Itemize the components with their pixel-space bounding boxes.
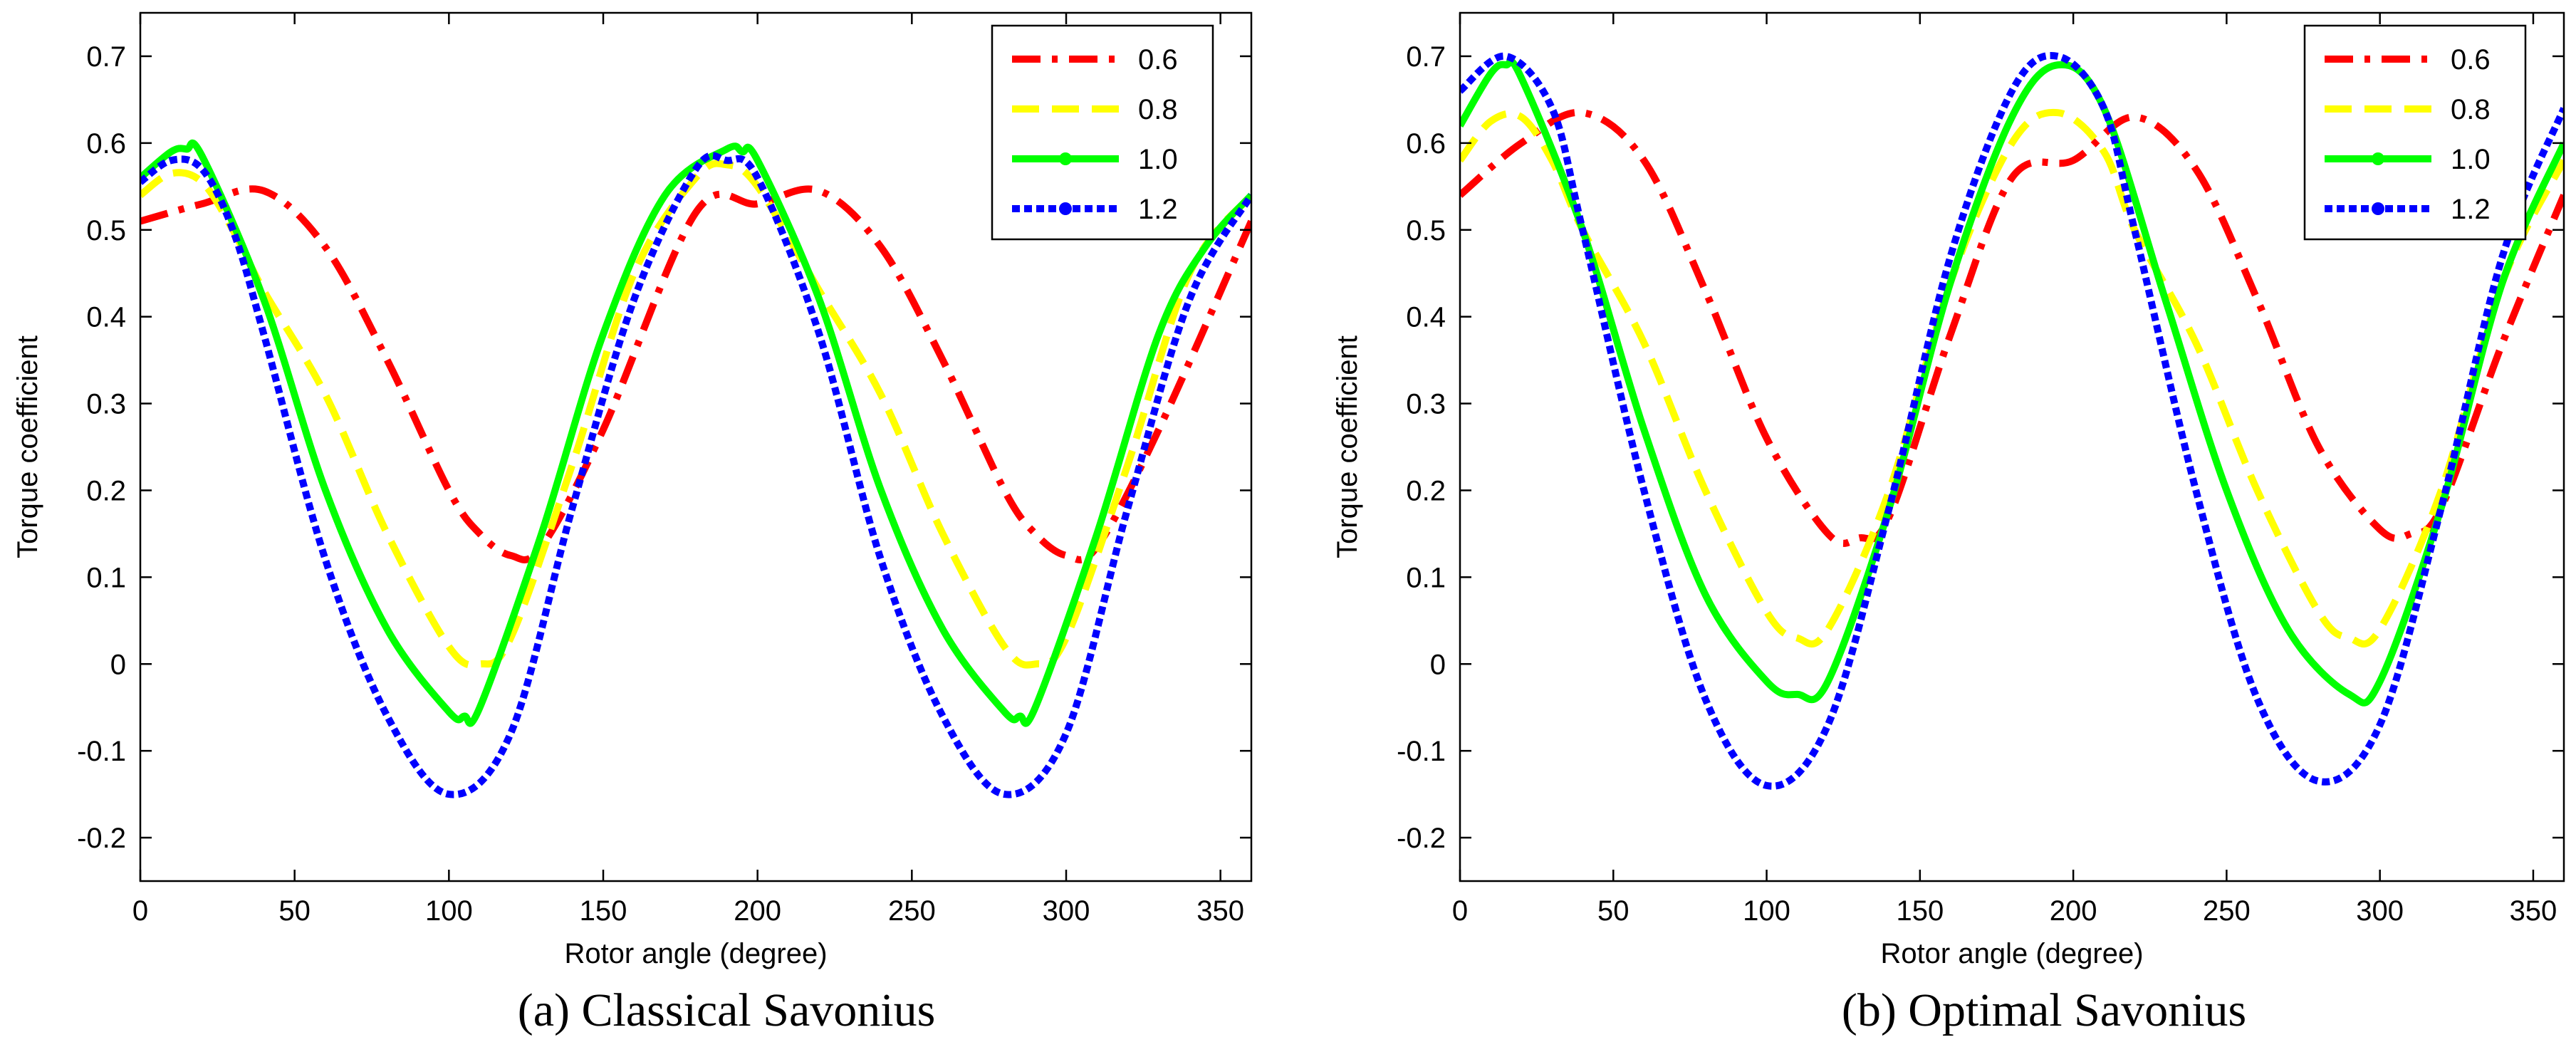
y-axis-label: Torque coefficient — [1332, 335, 1363, 558]
x-tick-label: 250 — [2203, 895, 2251, 927]
x-tick-label: 100 — [425, 895, 473, 927]
legend-label-1-0: 1.0 — [1138, 144, 1178, 175]
y-tick-label: 0.2 — [86, 475, 126, 506]
axes-frame — [1459, 11, 2565, 882]
x-tick-label: 350 — [2510, 895, 2557, 927]
legend-label-1-0: 1.0 — [2451, 144, 2491, 175]
axes-frame — [139, 11, 1253, 882]
x-tick-label: 350 — [1196, 895, 1244, 927]
y-tick-label: 0.6 — [86, 128, 126, 160]
y-tick-label: 0 — [110, 649, 126, 680]
legend-marker-1-0 — [1059, 152, 1072, 165]
x-tick-label: 300 — [2356, 895, 2404, 927]
series-line-1-0 — [1460, 58, 2564, 707]
plot-area — [1460, 52, 2564, 790]
legend-label-1-2: 1.2 — [1138, 194, 1178, 225]
x-tick-label: 0 — [132, 895, 148, 927]
x-tick-label: 250 — [888, 895, 936, 927]
series-line-0-6 — [1460, 108, 2564, 547]
y-tick-label: -0.2 — [1397, 823, 1446, 854]
y-tick-label: 0.4 — [86, 302, 126, 333]
y-tick-label: 0.3 — [1406, 389, 1446, 420]
plot-area — [140, 139, 1251, 798]
x-tick-label: 300 — [1043, 895, 1090, 927]
y-tick-label: 0.7 — [1406, 41, 1446, 73]
y-tick-label: 0.1 — [1406, 562, 1446, 593]
y-tick-label: 0.1 — [86, 562, 126, 593]
legend-label-0-6: 0.6 — [2451, 44, 2491, 76]
legend-marker-1-0 — [2372, 152, 2384, 165]
series-line-0-8 — [1460, 108, 2564, 648]
panel-caption: (b) Optimal Savonius — [1842, 984, 2246, 1036]
y-tick-label: -0.1 — [1397, 736, 1446, 767]
series-line-1-2 — [140, 152, 1251, 798]
legend-marker-1-2 — [1059, 202, 1072, 215]
x-axis-label: Rotor angle (degree) — [1880, 938, 2143, 969]
y-tick-label: 0.2 — [1406, 475, 1446, 506]
x-tick-label: 200 — [734, 895, 781, 927]
x-tick-label: 100 — [1743, 895, 1790, 927]
x-tick-label: 150 — [580, 895, 627, 927]
x-axis-label: Rotor angle (degree) — [564, 938, 827, 969]
y-tick-label: 0.7 — [86, 41, 126, 73]
x-tick-label: 50 — [278, 895, 311, 927]
x-tick-label: 50 — [1597, 895, 1629, 927]
series-line-0-6 — [140, 185, 1251, 563]
panel-caption: (a) Classical Savonius — [518, 984, 936, 1036]
y-tick-label: 0.5 — [1406, 215, 1446, 246]
y-tick-label: 0.3 — [86, 389, 126, 420]
y-tick-label: 0 — [1430, 649, 1446, 680]
legend: 0.6 0.8 1.0 1.2 — [2303, 24, 2527, 241]
x-tick-label: 0 — [1452, 895, 1468, 927]
x-tick-label: 200 — [2050, 895, 2097, 927]
y-tick-label: -0.1 — [77, 736, 126, 767]
y-axis-label: Torque coefficient — [12, 335, 43, 558]
chart-panel-classical: (a) Classical Savonius Rotor angle (degr… — [12, 11, 1253, 1036]
legend-label-1-2: 1.2 — [2451, 194, 2491, 225]
legend-marker-1-2 — [2372, 202, 2384, 215]
legend-label-0-6: 0.6 — [1138, 44, 1178, 76]
y-tick-label: 0.5 — [86, 215, 126, 246]
legend: 0.6 0.8 1.0 1.2 — [991, 24, 1214, 241]
x-tick-label: 150 — [1896, 895, 1944, 927]
chart-panel-optimal: (b) Optimal Savonius Rotor angle (degree… — [1332, 11, 2565, 1036]
y-tick-label: 0.6 — [1406, 128, 1446, 160]
y-tick-label: -0.2 — [77, 823, 126, 854]
series-line-1-2 — [1460, 52, 2564, 790]
legend-label-0-8: 0.8 — [1138, 94, 1178, 125]
y-tick-label: 0.4 — [1406, 302, 1446, 333]
legend-label-0-8: 0.8 — [2451, 94, 2491, 125]
